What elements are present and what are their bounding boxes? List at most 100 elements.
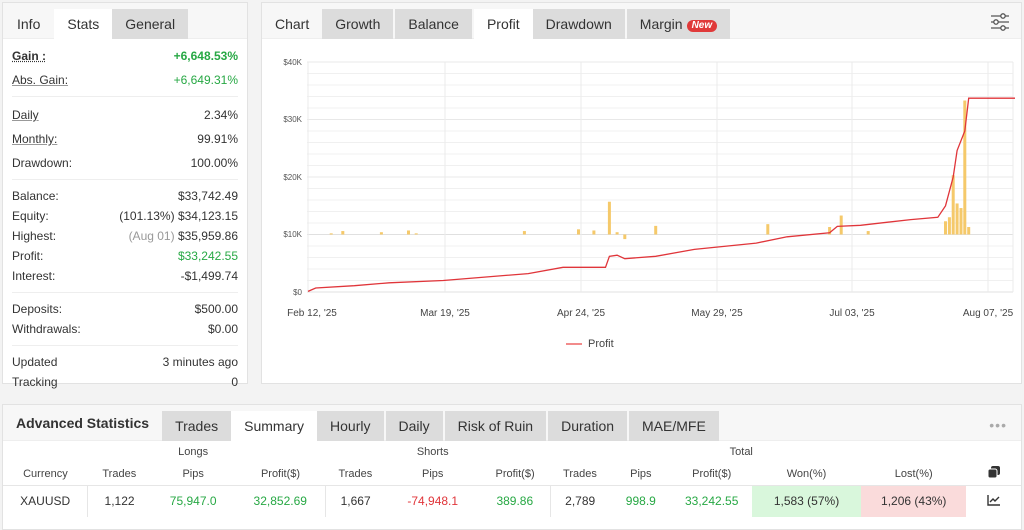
y-grid: [307, 61, 1013, 293]
col-lost[interactable]: Lost(%): [894, 467, 933, 480]
chart-icon[interactable]: [966, 484, 1021, 517]
rates-group: Daily 2.34% Monthly: 99.91% Drawdown: 10…: [12, 97, 238, 180]
ellipsis-icon[interactable]: •••: [989, 417, 1007, 433]
y-tick: $10K: [283, 230, 302, 239]
longs-header: Longs: [178, 446, 209, 458]
tab-stats[interactable]: Stats: [54, 9, 113, 40]
col-long-pips[interactable]: Pips: [182, 467, 204, 480]
tracking-group: Updated 3 minutes ago Tracking 0: [12, 346, 238, 398]
col-long-trades[interactable]: Trades: [102, 467, 137, 480]
drawdown-value: 100.00%: [190, 156, 238, 170]
cell-currency: XAUUSD: [3, 484, 88, 517]
col-currency[interactable]: Currency: [23, 467, 68, 480]
tab-balance[interactable]: Balance: [395, 9, 472, 39]
profit-bar: [955, 203, 959, 235]
profit-bar: [623, 234, 627, 240]
equity-percent: (101.13%): [119, 209, 175, 223]
profit-bar: [947, 217, 951, 235]
tab-summary[interactable]: Summary: [231, 411, 318, 442]
stats-list: Gain : +6,648.53% Abs. Gain: +6,649.31% …: [3, 39, 247, 398]
gain-value: +6,648.53%: [173, 49, 238, 63]
abs-gain-label[interactable]: Abs. Gain:: [12, 73, 69, 87]
cell-total-trades: 2,789: [549, 484, 610, 517]
equity-value: $34,123.15: [177, 209, 238, 223]
col-total-trades[interactable]: Trades: [563, 467, 597, 480]
tracking-row: Tracking 0: [12, 372, 238, 392]
balance-row: Balance: $33,742.49: [12, 186, 238, 206]
tracking-label: Tracking: [12, 375, 58, 389]
cell-long-profit: 32,852.69: [235, 484, 326, 517]
cell-short-pips: -74,948.1: [385, 484, 481, 517]
gain-row: Gain : +6,648.53%: [12, 46, 238, 66]
tab-daily[interactable]: Daily: [385, 411, 443, 441]
chart-tabs: Chart Growth Balance Profit Drawdown Mar…: [262, 3, 1021, 40]
monthly-row: Monthly: 99.91%: [12, 129, 238, 149]
tab-duration[interactable]: Duration: [548, 411, 628, 441]
profit-bar: [329, 233, 333, 235]
profit-bar: [866, 231, 870, 235]
interest-label: Interest:: [12, 269, 56, 283]
profit-value: $33,242.55: [177, 249, 238, 263]
withdrawals-row: Withdrawals: $0.00: [12, 319, 238, 339]
profit-chart[interactable]: $40K $30K $20K $10K $0 Feb 12, '25 Mar 1…: [262, 40, 1021, 340]
cell-total-pips: 998.9: [609, 484, 672, 517]
total-header-label: Total: [729, 446, 753, 458]
deposits-row: Deposits: $500.00: [12, 299, 238, 319]
cell-long-pips: 75,947.0: [150, 484, 236, 517]
tab-growth[interactable]: Growth: [322, 9, 394, 39]
abs-gain-row: Abs. Gain: +6,649.31%: [12, 70, 238, 90]
y-axis-labels: $40K $30K $20K $10K $0: [283, 58, 302, 297]
abs-gain-value: +6,649.31%: [173, 73, 238, 87]
interest-value: -$1,499.74: [180, 269, 238, 283]
highest-value-wrap: (Aug 01) $35,959.86: [129, 226, 238, 246]
profit-bar: [839, 215, 843, 235]
monthly-label[interactable]: Monthly:: [12, 132, 58, 146]
copy-icon[interactable]: [966, 463, 1021, 485]
summary-table: Longs Shorts Total Currency Trades Pips …: [3, 441, 1021, 517]
chart-legend[interactable]: Profit: [566, 338, 614, 350]
profit-bar: [944, 221, 947, 235]
profit-bar: [967, 227, 971, 235]
profit-bar: [607, 201, 611, 235]
tab-drawdown[interactable]: Drawdown: [532, 9, 625, 39]
tab-hourly[interactable]: Hourly: [317, 411, 384, 441]
column-header-row: Currency Trades Pips Profit($) Trades Pi…: [3, 463, 1021, 485]
col-won[interactable]: Won(%): [786, 467, 827, 480]
deposits-value: $500.00: [194, 302, 238, 316]
y-tick: $30K: [283, 115, 302, 124]
profit-bar: [592, 230, 596, 235]
tab-trades[interactable]: Trades: [162, 411, 232, 441]
tracking-value: 0: [231, 375, 238, 389]
equity-label: Equity:: [12, 209, 49, 223]
sliders-icon[interactable]: [989, 12, 1011, 32]
drawdown-row: Drawdown: 100.00%: [12, 153, 238, 173]
tab-risk-of-ruin[interactable]: Risk of Ruin: [444, 411, 547, 441]
gain-label[interactable]: Gain :: [12, 49, 47, 63]
equity-row: Equity: (101.13%) $34,123.15: [12, 206, 238, 226]
daily-label[interactable]: Daily: [12, 108, 39, 122]
tab-info[interactable]: Info: [17, 16, 41, 32]
col-short-pips[interactable]: Pips: [422, 467, 444, 480]
col-short-profit[interactable]: Profit($): [495, 467, 535, 480]
tab-margin[interactable]: Margin New: [626, 9, 731, 39]
highest-value: $35,959.86: [177, 229, 238, 243]
tab-general[interactable]: General: [112, 9, 189, 39]
col-long-profit[interactable]: Profit($): [260, 467, 301, 480]
col-total-pips[interactable]: Pips: [630, 467, 652, 480]
cell-lost: 1,206 (43%): [861, 484, 967, 517]
tab-profit[interactable]: Profit: [473, 9, 533, 40]
y-tick: $20K: [283, 173, 302, 182]
profit-bar: [654, 225, 658, 235]
stats-tabs: Info Stats General: [3, 3, 247, 40]
profit-bar: [341, 231, 345, 235]
daily-row: Daily 2.34%: [12, 105, 238, 125]
chart-panel: Chart Growth Balance Profit Drawdown Mar…: [261, 2, 1022, 384]
tab-mae-mfe[interactable]: MAE/MFE: [629, 411, 719, 441]
col-short-trades[interactable]: Trades: [338, 467, 373, 480]
tab-chart[interactable]: Chart: [275, 16, 310, 32]
withdrawals-value: $0.00: [207, 322, 238, 336]
legend-label: Profit: [588, 338, 614, 350]
col-total-profit[interactable]: Profit($): [692, 467, 732, 480]
legend-swatch: [566, 343, 582, 345]
x-tick: May 29, '25: [691, 308, 743, 319]
